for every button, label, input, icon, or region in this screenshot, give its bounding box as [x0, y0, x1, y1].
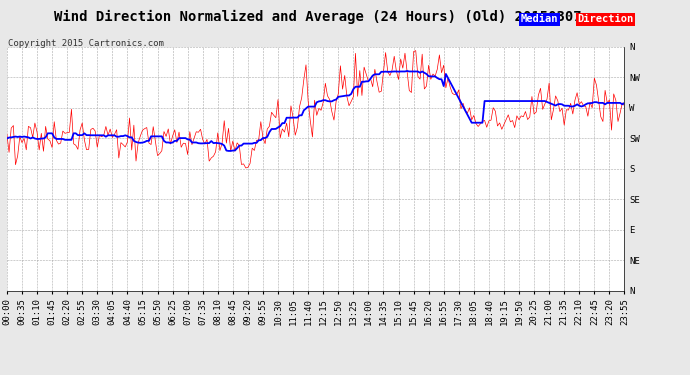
Text: Wind Direction Normalized and Average (24 Hours) (Old) 20150307: Wind Direction Normalized and Average (2…	[54, 9, 581, 24]
Text: Median: Median	[521, 14, 558, 24]
Text: Direction: Direction	[578, 14, 634, 24]
Text: Copyright 2015 Cartronics.com: Copyright 2015 Cartronics.com	[8, 39, 164, 48]
